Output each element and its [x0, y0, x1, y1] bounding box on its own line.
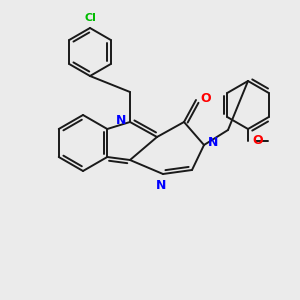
Text: N: N [116, 113, 126, 127]
Text: N: N [156, 179, 166, 192]
Text: N: N [208, 136, 218, 149]
Text: O: O [252, 134, 262, 148]
Text: Cl: Cl [84, 13, 96, 23]
Text: O: O [200, 92, 211, 104]
